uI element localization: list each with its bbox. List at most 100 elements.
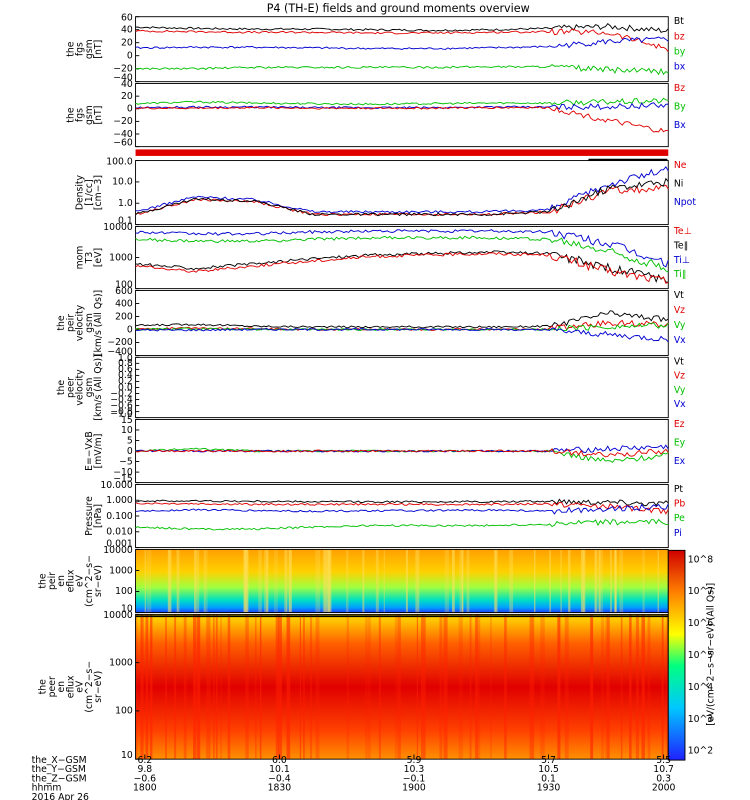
x-row-label: the_Y−GSM <box>32 764 86 775</box>
y-axis-label: the <box>56 380 67 396</box>
legend-entry: by <box>674 46 686 57</box>
colorbar-tick-label: 10^5 <box>688 650 714 661</box>
y-tick-label: −40 <box>113 73 133 84</box>
spectrogram-streak <box>469 614 472 760</box>
y-tick-label: −200 <box>107 337 133 348</box>
y-tick-label: −40 <box>113 129 133 140</box>
series-line-Vt <box>135 310 669 329</box>
spectrogram-streak <box>196 549 200 613</box>
spectrogram-streak <box>346 614 350 760</box>
spectrogram-streak <box>458 614 463 760</box>
spectrogram-streak <box>327 549 332 613</box>
y-tick-label: 1000 <box>109 252 133 263</box>
y-axis-label: peir <box>65 314 76 332</box>
y-axis-label: [eV] <box>93 248 104 267</box>
x-axis-annotation: the_X−GSM 6.2 6.0 5.9 5.7 5.5 the_Y−GSM 9.8 10.1… <box>32 754 676 800</box>
series-line-Ni <box>135 177 669 217</box>
spectrogram-streak <box>194 549 197 613</box>
y-tick-label: 1000 <box>109 657 133 668</box>
spectrogram-streak <box>493 549 498 613</box>
y-tick-label: 0.0 <box>118 382 133 393</box>
spectrogram-streak <box>273 549 278 613</box>
x-tick-label: 0.3 <box>656 773 671 784</box>
legend-entry: Vt <box>674 357 684 368</box>
spectrogram-streak <box>600 614 605 760</box>
x-tick-label: 5.7 <box>541 755 556 766</box>
spectrogram-streak <box>557 614 561 760</box>
spectrogram-streak <box>144 549 147 613</box>
legend-entry: Bz <box>674 83 685 94</box>
spectrogram-streak <box>323 549 328 613</box>
y-axis-label: the <box>38 573 49 589</box>
spectrogram-streak <box>265 549 269 613</box>
x-tick-label: 2000 <box>652 783 676 794</box>
x-tick-label: −0.1 <box>403 773 426 784</box>
y-tick-label: 10 <box>121 750 133 761</box>
series-line-Ti⊥ <box>135 229 669 268</box>
x-row-label: the_Z−GSM <box>32 773 87 784</box>
x-tick-label: 10.1 <box>269 764 290 775</box>
y-tick-label: 10 <box>121 425 133 436</box>
panel-10: 10000 1000 100 10 thepeerenefluxeV(cm^2−s−sr… <box>38 610 669 761</box>
spectrogram-streak <box>405 549 408 613</box>
spectrogram-1 <box>135 549 669 613</box>
spectrogram-streak <box>245 549 247 613</box>
y-tick-label: −0.6 <box>110 400 133 411</box>
y-tick-label: 100 <box>115 706 133 717</box>
series-line-Ey <box>135 447 669 463</box>
legend-entry: Npot <box>674 197 696 208</box>
spectrogram-streak <box>394 614 397 760</box>
x-tick-label: 1800 <box>133 783 157 794</box>
spectrogram-streak <box>303 614 305 760</box>
x-tick-label: 1830 <box>268 783 292 794</box>
x-tick-label: −0.4 <box>268 773 291 784</box>
spectrogram-streak <box>415 549 420 613</box>
spectrogram-streak <box>367 614 371 760</box>
spectrogram-streak <box>657 549 659 613</box>
spectrogram-streak <box>504 614 508 760</box>
y-axis-label: eV <box>75 574 86 587</box>
x-tick-label: 10.5 <box>538 764 559 775</box>
spectrogram-streak <box>309 614 313 760</box>
spectrogram-streak <box>475 614 478 760</box>
spectrogram-streak <box>203 549 206 613</box>
spectrogram-streak <box>140 614 143 760</box>
spectrogram-streak <box>146 549 152 613</box>
legend-entry: Ez <box>674 419 685 430</box>
legend-entry: Ni <box>674 179 684 190</box>
series-line-Pb <box>135 501 669 515</box>
panel-frame <box>135 290 669 356</box>
y-axis-label: sr−eV) <box>93 565 104 597</box>
y-axis-label: en <box>56 575 67 587</box>
y-tick-label: 40 <box>121 24 133 35</box>
y-tick-label: 20 <box>121 91 133 102</box>
legend-entry: Te⊥ <box>673 226 692 237</box>
spectrogram-streak <box>549 549 551 613</box>
y-axis-label: the <box>65 107 76 123</box>
legend-entry: Bx <box>674 120 686 131</box>
series-line-Pt <box>135 498 669 507</box>
y-tick-label: 0.010 <box>106 527 133 538</box>
panel-9: 10000 1000 100 10 thepeirenefluxeV(cm^2−s−sr… <box>38 545 669 615</box>
series-line-Bz <box>135 106 669 133</box>
y-tick-label: 10.000 <box>100 480 133 491</box>
figure-title: P4 (TH-E) fields and ground moments over… <box>267 2 530 15</box>
y-tick-label: 60 <box>121 12 133 23</box>
y-tick-label: 0.8 <box>118 358 133 369</box>
spectrogram-streak <box>416 614 418 760</box>
spectrogram-2 <box>135 614 669 760</box>
spectrogram-streak <box>259 614 262 760</box>
spectrogram-streak <box>255 614 257 760</box>
legend-entry: Vy <box>674 385 686 396</box>
spectrogram-streak <box>167 549 172 613</box>
spectrogram-streak <box>378 614 381 760</box>
legend-entry: Ti∥ <box>673 269 687 280</box>
panel-frame <box>135 225 669 290</box>
y-tick-label: −60 <box>113 138 133 149</box>
x-row-label: hhmm <box>32 783 62 794</box>
series-line-Npot <box>135 166 669 214</box>
spectrogram-streak <box>459 549 464 613</box>
y-axis-label: sr−eV) <box>93 671 104 703</box>
